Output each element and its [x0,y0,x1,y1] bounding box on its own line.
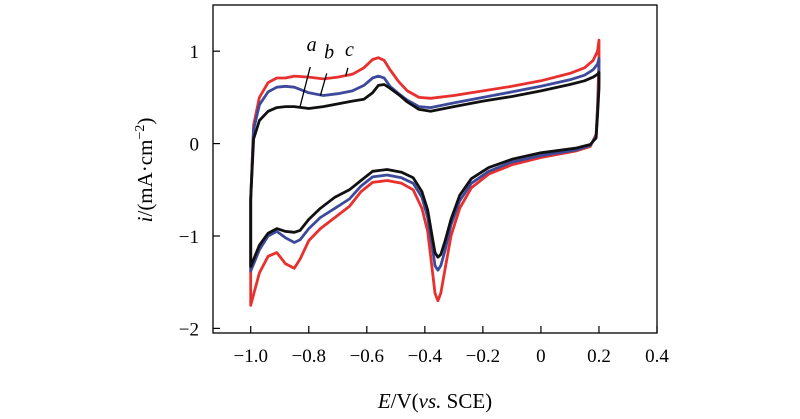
curve-label-c: c [345,39,354,61]
y-tick-label: −2 [179,319,199,340]
annotation-leader-b [319,73,328,96]
x-tick-label: 0.4 [645,346,669,367]
y-axis-label: i/(mA·cm−2) [133,118,157,223]
y-tick-label: 1 [190,42,200,63]
x-tick-label: 0 [536,346,546,367]
x-tick-label: 0.2 [587,346,611,367]
curve-label-a: a [307,34,317,56]
x-tick-label: −0.6 [350,346,384,367]
axis-ticks: −1.0 −0.8 −0.6 −0.4 −0.2 0 0.2 0.4 1 0 −1 −2 [179,42,670,367]
annotation-leader-c [344,67,349,77]
x-tick-label: −0.4 [408,346,443,367]
annotation-leader-a [299,66,311,107]
x-tick-label: −0.2 [466,346,500,367]
curve-label-b: b [324,42,334,64]
x-tick-label: −1.0 [233,346,267,367]
y-tick-label: 0 [190,135,200,156]
y-tick-label: −1 [179,227,199,248]
series-group [249,38,601,307]
series-line-c [249,38,601,307]
series-line-a [249,71,601,268]
x-axis-label: E/V(vs. SCE) [377,389,492,413]
x-tick-label: −0.8 [292,346,326,367]
plot-frame [212,4,658,334]
